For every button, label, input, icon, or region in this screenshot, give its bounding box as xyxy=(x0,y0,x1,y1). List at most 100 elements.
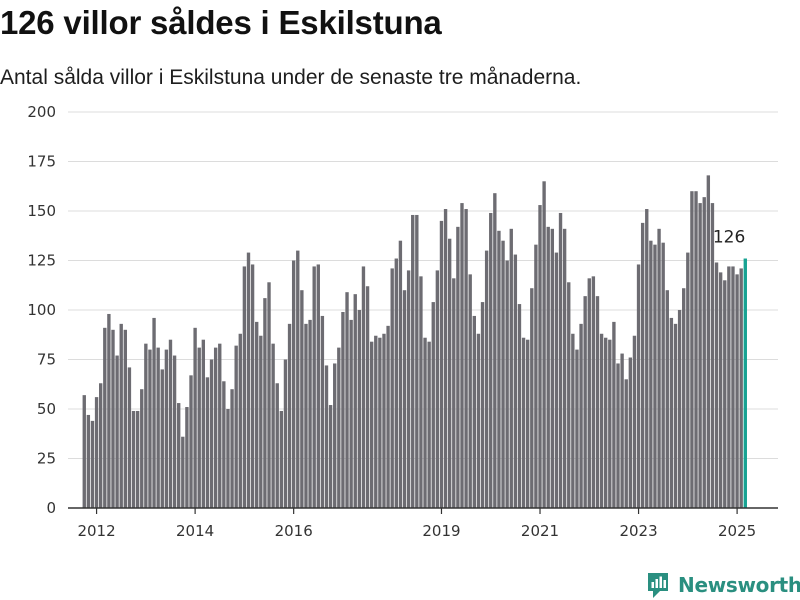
bar xyxy=(316,264,320,508)
bar xyxy=(172,355,177,508)
bar xyxy=(378,337,382,508)
bar xyxy=(107,313,111,508)
bar-highlight xyxy=(743,258,747,508)
bar xyxy=(148,349,152,508)
bar xyxy=(677,310,682,508)
bar xyxy=(505,260,509,508)
bar xyxy=(427,341,431,508)
bar xyxy=(698,203,702,508)
y-tick-label: 200 xyxy=(27,103,56,121)
bar xyxy=(201,339,206,508)
annotation-label: 126 xyxy=(713,228,745,248)
bar xyxy=(304,323,308,508)
bar xyxy=(640,222,645,508)
bar xyxy=(435,270,440,508)
y-tick-label: 100 xyxy=(27,301,56,319)
x-axis: 2012 2014 2016 2019 2021 2023 2025 xyxy=(68,507,778,540)
bar xyxy=(374,335,378,508)
bar xyxy=(238,333,242,508)
bar xyxy=(686,252,690,508)
bar xyxy=(702,197,706,508)
bar xyxy=(550,228,555,508)
bar xyxy=(452,278,456,508)
bar xyxy=(291,260,296,508)
bar xyxy=(365,286,370,508)
bar xyxy=(419,276,423,508)
x-tick-label: 2021 xyxy=(521,522,559,540)
bar xyxy=(94,397,99,508)
bar xyxy=(279,410,284,508)
bar xyxy=(489,212,493,509)
bar xyxy=(99,383,103,508)
bar xyxy=(222,381,226,508)
bar xyxy=(558,212,563,509)
bar xyxy=(127,367,132,508)
bar xyxy=(341,311,345,508)
newsworthy-logo-icon xyxy=(648,573,668,598)
bar xyxy=(673,323,678,508)
bar xyxy=(390,268,394,508)
bar xyxy=(185,407,189,508)
bar xyxy=(193,327,197,508)
bar xyxy=(213,347,218,508)
bar xyxy=(439,220,444,508)
bar xyxy=(209,359,214,508)
bar xyxy=(308,319,312,508)
bar xyxy=(267,282,271,508)
bar xyxy=(415,214,419,508)
bar xyxy=(710,203,715,508)
bar xyxy=(517,304,522,508)
y-tick-label: 175 xyxy=(27,153,56,171)
bar xyxy=(283,359,288,508)
bar xyxy=(189,375,193,508)
bar xyxy=(669,317,674,508)
bar xyxy=(706,175,711,509)
bar xyxy=(542,181,546,509)
bar xyxy=(328,405,333,508)
bar xyxy=(398,240,403,508)
bar xyxy=(156,347,160,508)
bar xyxy=(735,274,739,508)
bar xyxy=(160,369,164,508)
bar xyxy=(690,191,694,508)
bar xyxy=(230,389,234,508)
bar xyxy=(197,347,201,508)
bar xyxy=(571,333,575,508)
bar xyxy=(181,436,185,508)
bar xyxy=(234,345,238,508)
bar xyxy=(135,410,140,508)
bar xyxy=(382,333,386,508)
bar xyxy=(464,209,468,508)
bar xyxy=(649,240,653,508)
bar xyxy=(468,274,472,508)
bar xyxy=(447,238,452,508)
bar xyxy=(509,228,513,508)
bar xyxy=(168,339,173,508)
bar xyxy=(694,191,698,508)
bar xyxy=(718,272,723,508)
bar xyxy=(320,315,325,508)
bar xyxy=(727,266,731,508)
x-tick-label: 2016 xyxy=(275,522,313,540)
bar xyxy=(333,363,337,508)
bar xyxy=(657,228,661,508)
bar xyxy=(423,337,427,508)
bar xyxy=(587,278,591,508)
bar xyxy=(538,205,542,508)
x-tick-label: 2025 xyxy=(718,522,756,540)
bar xyxy=(177,403,181,508)
bar xyxy=(123,329,127,508)
bar xyxy=(608,339,612,508)
bar xyxy=(82,395,86,508)
bar xyxy=(456,226,460,508)
bar xyxy=(226,409,230,508)
bars xyxy=(82,175,747,509)
bar xyxy=(411,214,415,508)
chart-title: 126 villor såldes i Eskilstuna xyxy=(0,4,442,41)
bar xyxy=(645,209,649,508)
bar xyxy=(275,383,279,508)
bar xyxy=(665,290,669,508)
bar xyxy=(714,262,719,508)
bar xyxy=(661,242,665,508)
bar xyxy=(287,323,292,508)
